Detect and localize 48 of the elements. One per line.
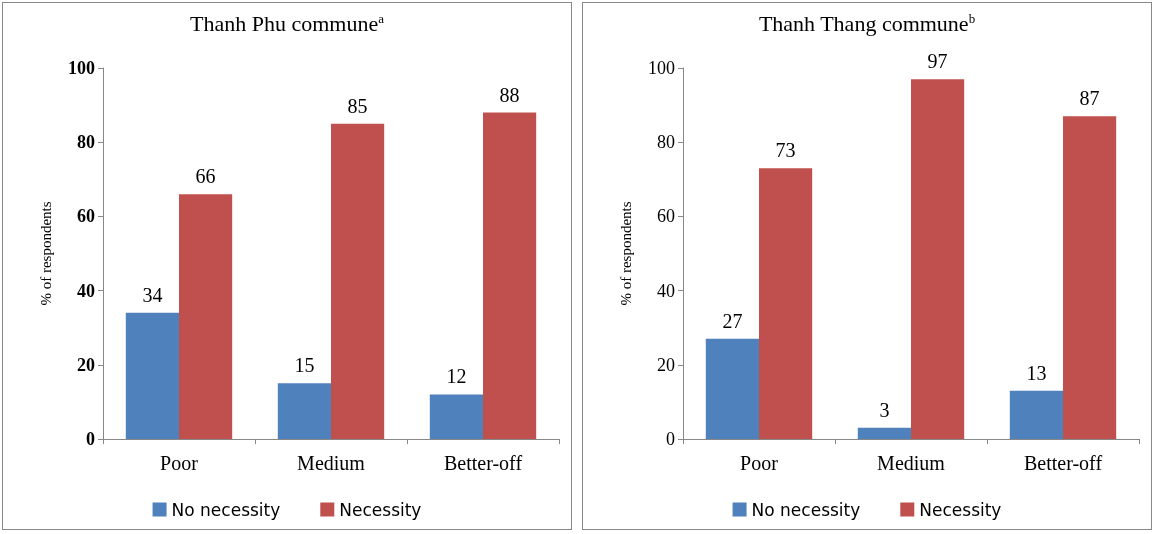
legend-label: Necessity bbox=[919, 499, 1002, 520]
data-label: 66 bbox=[195, 165, 216, 188]
bar bbox=[1009, 390, 1063, 439]
data-label: 12 bbox=[446, 365, 467, 388]
bar bbox=[857, 427, 911, 439]
data-label: 27 bbox=[722, 309, 743, 332]
bar bbox=[483, 112, 537, 439]
legend-label: No necessity bbox=[751, 499, 861, 520]
x-tick-label: Better-off bbox=[443, 452, 523, 474]
data-label: 88 bbox=[499, 83, 520, 106]
y-axis-title: % of respondents bbox=[37, 201, 54, 306]
bar bbox=[277, 383, 331, 439]
data-label: 15 bbox=[294, 354, 315, 377]
legend-label: Necessity bbox=[339, 499, 422, 520]
y-axis-title: % of respondents bbox=[617, 201, 634, 306]
x-tick-label: Poor bbox=[740, 452, 779, 474]
y-tick-label: 20 bbox=[657, 354, 675, 375]
y-tick-label: 20 bbox=[77, 354, 95, 375]
bar bbox=[759, 168, 813, 439]
x-tick-label: Better-off bbox=[1023, 452, 1103, 474]
bar bbox=[911, 79, 965, 439]
bar bbox=[331, 123, 385, 439]
bar bbox=[179, 194, 233, 439]
bar bbox=[429, 394, 483, 439]
y-tick-label: 80 bbox=[77, 132, 95, 153]
data-label: 3 bbox=[879, 398, 890, 421]
bar bbox=[1063, 116, 1117, 439]
x-tick-label: Poor bbox=[160, 452, 199, 474]
y-tick-label: 0 bbox=[86, 429, 95, 449]
y-tick-label: 80 bbox=[657, 132, 675, 153]
y-tick-label: 60 bbox=[657, 206, 675, 227]
y-tick-label: 40 bbox=[77, 280, 95, 301]
y-tick-label: 40 bbox=[657, 280, 675, 301]
data-label: 97 bbox=[927, 50, 948, 73]
y-tick-label: 100 bbox=[68, 58, 95, 78]
y-tick-label: 0 bbox=[666, 429, 675, 449]
bar bbox=[125, 312, 179, 439]
data-label: 73 bbox=[775, 139, 796, 162]
data-label: 13 bbox=[1026, 361, 1047, 384]
x-tick-label: Medium bbox=[877, 452, 946, 474]
data-label: 87 bbox=[1079, 87, 1100, 110]
y-tick-label: 100 bbox=[648, 58, 675, 78]
bar bbox=[705, 338, 759, 439]
data-label: 85 bbox=[347, 94, 368, 117]
y-tick-label: 60 bbox=[77, 206, 95, 227]
data-label: 34 bbox=[142, 283, 163, 306]
legend-label: No necessity bbox=[171, 499, 281, 520]
x-tick-label: Medium bbox=[297, 452, 366, 474]
